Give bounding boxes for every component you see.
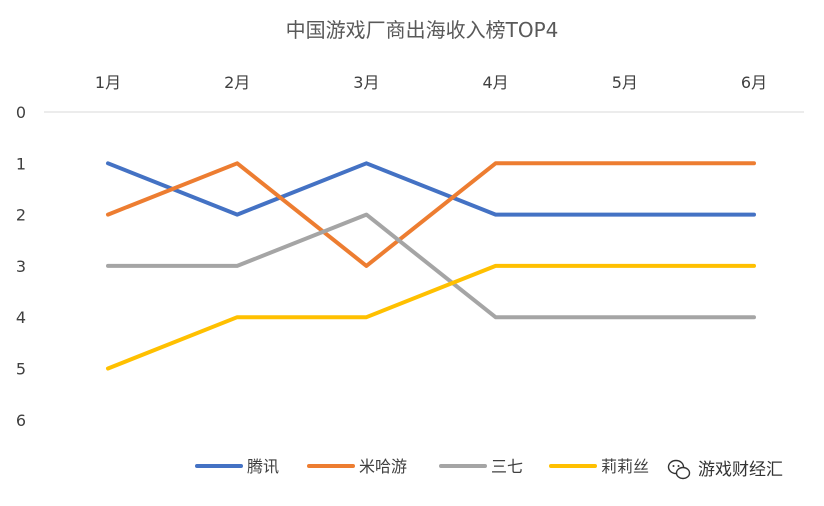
wechat-icon	[667, 459, 691, 480]
y-tick-label: 5	[16, 360, 26, 379]
x-tick-label: 1月	[95, 73, 121, 92]
y-tick-label: 0	[16, 103, 26, 122]
y-tick-label: 1	[16, 154, 26, 173]
legend-label: 三七	[491, 457, 523, 476]
series-line	[106, 212, 756, 320]
y-tick-label: 6	[16, 411, 26, 430]
x-tick-label: 2月	[224, 73, 250, 92]
x-tick-label: 4月	[483, 73, 509, 92]
legend-label: 米哈游	[359, 457, 407, 476]
watermark: 游戏财经汇	[667, 459, 783, 480]
series-line	[106, 161, 756, 217]
x-tick-label: 6月	[741, 73, 767, 92]
legend-label: 莉莉丝	[601, 457, 649, 476]
y-tick-label: 2	[16, 206, 26, 225]
legend-label: 腾讯	[247, 457, 279, 476]
y-tick-label: 4	[16, 308, 26, 327]
legend: 腾讯 米哈游 三七 莉莉丝	[195, 457, 649, 476]
x-tick-label: 5月	[612, 73, 638, 92]
y-tick-labels: 0 1 2 3 4 5 6	[16, 103, 26, 430]
watermark-text: 游戏财经汇	[698, 460, 783, 480]
series-lines	[106, 161, 756, 371]
y-tick-label: 3	[16, 257, 26, 276]
series-line	[106, 263, 756, 371]
x-tick-labels: 1月 2月 3月 4月 5月 6月	[95, 73, 767, 92]
series-line	[106, 161, 756, 268]
chart-title: 中国游戏厂商出海收入榜TOP4	[286, 18, 559, 42]
x-tick-label: 3月	[353, 73, 379, 92]
